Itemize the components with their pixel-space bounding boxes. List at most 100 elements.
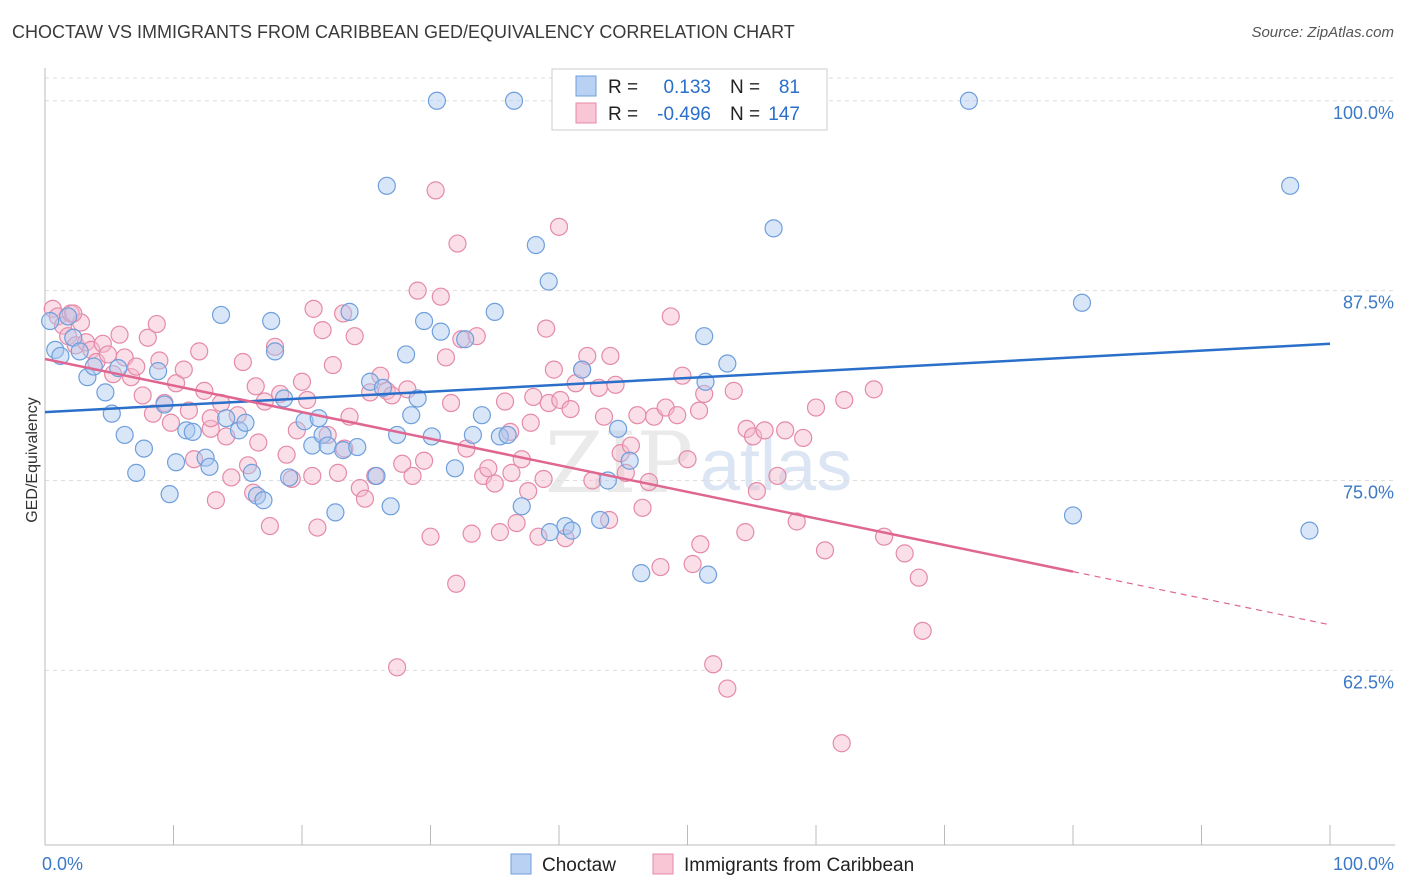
- choctaw-point-57: [485, 302, 504, 321]
- caribbean-point-132: [815, 541, 835, 560]
- caribbean-point-68: [408, 281, 427, 300]
- caribbean-point-131: [806, 398, 826, 417]
- y-tick-label-3: 100.0%: [1333, 103, 1394, 123]
- choctaw-point-38: [326, 503, 345, 522]
- caribbean-point-128: [768, 466, 787, 486]
- legend-r-label-2: R =: [608, 104, 638, 125]
- choctaw-point-18: [177, 421, 196, 440]
- caribbean-point-56: [345, 327, 364, 346]
- choctaw-point-17: [166, 453, 186, 472]
- caribbean-point-43: [277, 445, 296, 464]
- choctaw-point-23: [217, 409, 236, 428]
- caribbean-point-102: [594, 407, 614, 426]
- caribbean-point-49: [308, 518, 327, 537]
- legend-r-value-2: -0.496: [657, 104, 711, 125]
- caribbean-point-83: [490, 523, 509, 542]
- caribbean-point-38: [249, 433, 268, 452]
- choctaw-point-70: [632, 564, 651, 583]
- watermark-atlas: atlas: [700, 426, 852, 506]
- series-choctaw-points: [41, 91, 1319, 584]
- caribbean-point-127: [755, 421, 774, 440]
- caribbean-point-119: [689, 401, 709, 420]
- caribbean-point-121: [704, 655, 723, 674]
- choctaw-point-50: [414, 311, 434, 331]
- caribbean-point-91: [534, 469, 553, 489]
- legend-swatch-choctaw: [575, 75, 597, 97]
- caribbean-point-84: [495, 392, 515, 411]
- choctaw-point-21: [200, 457, 219, 476]
- caribbean-point-152: [501, 422, 520, 441]
- caribbean-point-125: [743, 427, 763, 446]
- axes: [44, 68, 1395, 846]
- y-tick-label-1: 75.0%: [1343, 482, 1394, 502]
- choctaw-point-47: [396, 345, 416, 364]
- caribbean-point-18: [138, 328, 157, 347]
- caribbean-point-22: [161, 413, 181, 432]
- choctaw-point-52: [431, 322, 450, 341]
- trend-lines: [44, 342, 1331, 626]
- caribbean-point-151: [201, 409, 220, 428]
- caribbean-point-147: [334, 304, 353, 323]
- caribbean-trend-extension: [1072, 571, 1331, 626]
- caribbean-point-47: [298, 390, 317, 410]
- choctaw-point-79: [539, 272, 558, 291]
- caribbean-point-71: [426, 181, 445, 200]
- caribbean-point-123: [724, 381, 743, 400]
- bottom-legend-swatch-choctaw: [510, 853, 532, 875]
- caribbean-point-64: [387, 658, 407, 677]
- caribbean-point-67: [403, 466, 422, 486]
- caribbean-point-78: [462, 524, 481, 543]
- choctaw-point-76: [427, 91, 447, 110]
- caribbean-trend-line: [44, 357, 1074, 573]
- caribbean-point-92: [539, 393, 558, 413]
- caribbean-point-148: [64, 304, 83, 323]
- choctaw-point-82: [1063, 506, 1083, 525]
- choctaw-point-45: [381, 497, 400, 516]
- caribbean-point-94: [551, 390, 570, 410]
- caribbean-point-25: [179, 401, 199, 420]
- caribbean-point-116: [673, 366, 692, 385]
- caribbean-point-115: [668, 406, 687, 425]
- choctaw-point-73: [698, 565, 718, 584]
- caribbean-point-65: [393, 454, 412, 473]
- choctaw-point-37: [318, 436, 337, 455]
- choctaw-point-41: [348, 437, 367, 457]
- caribbean-point-82: [485, 474, 504, 493]
- caribbean-point-112: [651, 557, 670, 577]
- choctaw-point-20: [196, 448, 215, 467]
- bottom-legend-label-caribbean: Immigrants from Caribbean: [684, 855, 914, 876]
- caribbean-point-141: [304, 299, 323, 318]
- caribbean-point-117: [678, 450, 697, 469]
- legend-n-label-2: N =: [730, 104, 760, 125]
- caribbean-point-75: [447, 574, 466, 593]
- caribbean-point-79: [467, 327, 486, 346]
- choctaw-point-66: [591, 510, 610, 530]
- caribbean-point-130: [794, 428, 813, 448]
- bottom-legend-swatch-caribbean: [652, 853, 674, 875]
- choctaw-point-69: [620, 451, 639, 470]
- caribbean-point-136: [913, 621, 932, 640]
- caribbean-point-58: [355, 489, 375, 508]
- choctaw-point-56: [472, 406, 491, 425]
- caribbean-point-146: [521, 413, 540, 432]
- choctaw-trend-line: [44, 342, 1331, 414]
- caribbean-point-35: [233, 352, 252, 372]
- caribbean-point-33: [222, 468, 241, 487]
- choctaw-point-44: [373, 378, 393, 397]
- y-tick-label-0: 62.5%: [1343, 672, 1394, 692]
- choctaw-point-58: [490, 427, 509, 446]
- caribbean-point-52: [323, 355, 342, 375]
- caribbean-point-143: [549, 217, 569, 236]
- caribbean-point-114: [661, 307, 680, 326]
- chart-title: CHOCTAW VS IMMIGRANTS FROM CARIBBEAN GED…: [12, 22, 795, 42]
- caribbean-point-153: [787, 512, 806, 531]
- choctaw-point-43: [367, 466, 386, 486]
- caribbean-point-70: [421, 527, 440, 546]
- choctaw-point-74: [718, 354, 737, 373]
- choctaw-point-61: [526, 235, 545, 255]
- choctaw-point-0: [41, 311, 60, 331]
- series-caribbean-points: [43, 181, 932, 753]
- caribbean-point-96: [561, 400, 580, 419]
- caribbean-point-108: [628, 406, 647, 425]
